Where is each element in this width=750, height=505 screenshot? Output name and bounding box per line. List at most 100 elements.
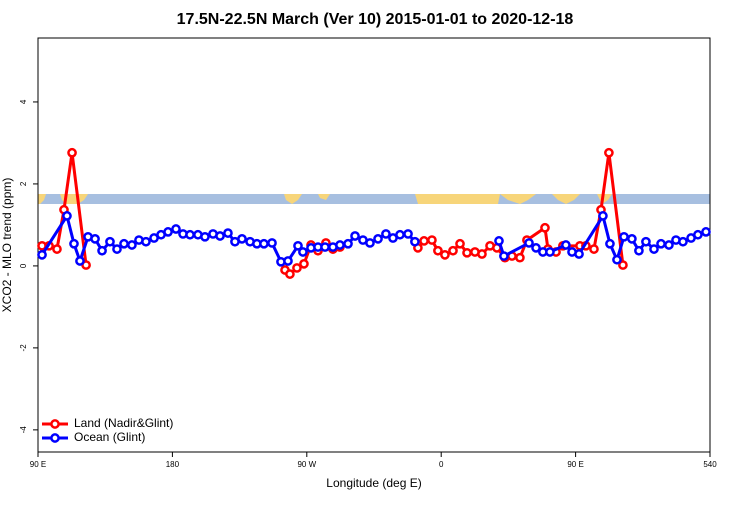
land-ocean-strip [38, 194, 710, 204]
data-point [350, 231, 360, 241]
data-point [494, 236, 504, 246]
land-patch [318, 194, 330, 200]
y-tick-label: -2 [19, 344, 28, 352]
data-point [200, 231, 210, 242]
data-point [298, 247, 308, 257]
data-point [163, 227, 173, 237]
ocean-strip [38, 194, 710, 204]
data-point [67, 147, 77, 158]
data-point [477, 249, 487, 259]
data-point [656, 238, 666, 249]
data-point [395, 229, 405, 240]
data-point [365, 238, 375, 248]
data-point [612, 254, 622, 265]
data-point [701, 227, 711, 237]
legend-label: Land (Nadir&Glint) [74, 416, 173, 430]
data-point [285, 269, 295, 279]
data-point [619, 231, 629, 242]
data-point [223, 228, 233, 238]
data-point [627, 234, 637, 244]
legend-marker [50, 419, 60, 429]
data-point [641, 236, 651, 247]
land-patch [500, 194, 536, 204]
x-tick-label: 90 E [567, 460, 583, 469]
land-patch [415, 194, 500, 204]
data-point [215, 231, 225, 241]
data-point [605, 238, 615, 249]
data-point [381, 229, 391, 239]
data-point [598, 211, 608, 221]
legend-label: Ocean (Glint) [74, 430, 145, 444]
y-tick-label: 0 [19, 263, 28, 268]
data-point [634, 245, 644, 256]
data-point [75, 256, 85, 266]
data-point [171, 224, 181, 234]
y-tick-label: 4 [19, 99, 28, 104]
data-point [320, 242, 330, 252]
x-tick-label: 90 E [30, 460, 46, 469]
x-tick-label: 0 [439, 460, 444, 469]
data-point [403, 229, 413, 239]
data-point [283, 256, 293, 266]
y-tick-label: 2 [19, 181, 28, 186]
data-point [448, 245, 458, 256]
x-axis-label: Longitude (deg E) [326, 476, 421, 490]
data-point [545, 247, 555, 257]
data-point [62, 211, 72, 221]
data-point [259, 238, 269, 249]
data-point [335, 240, 345, 250]
data-point [433, 245, 443, 256]
data-point [52, 244, 62, 254]
data-point [499, 251, 509, 261]
y-tick-label: -4 [19, 426, 28, 434]
data-point [237, 234, 247, 244]
data-point [343, 238, 353, 249]
data-point [664, 240, 674, 250]
data-point [267, 238, 277, 248]
data-point [693, 229, 703, 240]
data-point [141, 236, 151, 247]
data-point [293, 240, 303, 251]
data-point [427, 235, 437, 245]
data-point [90, 234, 100, 244]
data-point [531, 243, 541, 253]
data-point [678, 236, 688, 247]
data-point [440, 249, 450, 260]
x-tick-label: 90 W [297, 460, 316, 469]
data-point [299, 259, 309, 269]
data-point [185, 229, 195, 240]
data-point [112, 244, 122, 254]
x-tick-label: 540 [703, 460, 717, 469]
data-point [561, 240, 571, 250]
data-point [69, 238, 79, 249]
data-point [97, 245, 107, 256]
data-point [410, 236, 420, 247]
land-patch [38, 194, 46, 204]
data-point [574, 249, 584, 259]
data-point [604, 147, 614, 158]
data-point [540, 222, 550, 233]
data-point [515, 252, 525, 263]
data-point [37, 249, 47, 260]
data-point [524, 238, 534, 248]
legend-marker [50, 433, 60, 443]
data-point [127, 240, 137, 250]
data-point [419, 236, 429, 246]
data-point [462, 247, 472, 258]
y-axis-label: XCO2 - MLO trend (ppm) [0, 178, 14, 313]
data-point [119, 238, 129, 249]
x-tick-label: 180 [166, 460, 180, 469]
data-point [455, 238, 465, 249]
land-patch [284, 194, 302, 204]
data-point [649, 244, 659, 254]
land-patch [552, 194, 580, 204]
data-point [105, 236, 115, 247]
chart-title: 17.5N-22.5N March (Ver 10) 2015-01-01 to… [177, 11, 574, 28]
data-point [618, 260, 628, 270]
data-point [589, 244, 599, 254]
data-point [292, 263, 302, 273]
